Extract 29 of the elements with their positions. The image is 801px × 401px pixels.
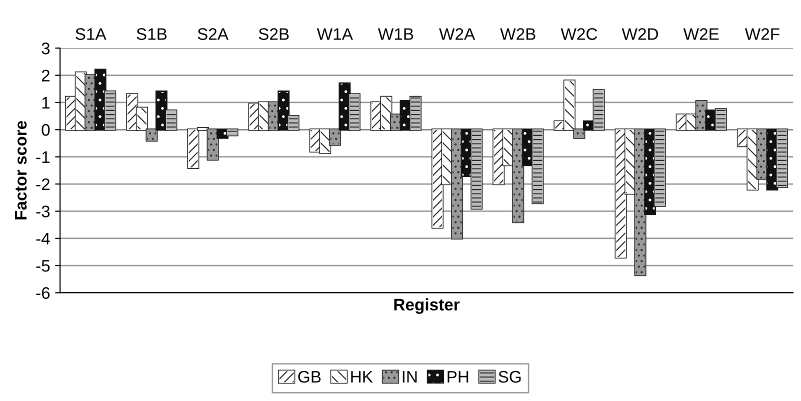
y-tick-label: -3 bbox=[36, 206, 50, 218]
x-tick-label: W2C bbox=[560, 28, 598, 40]
x-tick-label: W2B bbox=[500, 28, 536, 40]
x-tick-label: W1B bbox=[378, 28, 414, 40]
x-axis-title: Register bbox=[394, 298, 460, 314]
y-axis-title: Factor score bbox=[15, 120, 27, 220]
x-tick-label: W2D bbox=[622, 28, 658, 40]
y-tick-label: -4 bbox=[36, 232, 50, 244]
legend-label: SG bbox=[498, 370, 521, 383]
y-tick-label: -1 bbox=[36, 151, 50, 163]
x-tick-label: W1A bbox=[316, 28, 353, 40]
x-tick-label: S1A bbox=[76, 28, 106, 40]
legend-label: PH bbox=[448, 371, 468, 383]
y-tick-label: -2 bbox=[36, 178, 50, 190]
legend-label: HK bbox=[351, 371, 373, 383]
y-tick-label: 2 bbox=[42, 70, 50, 82]
x-tick-label: W2F bbox=[744, 28, 780, 40]
x-tick-label: S2A bbox=[198, 28, 228, 40]
x-tick-label: S1B bbox=[136, 28, 167, 40]
y-tick-label: -5 bbox=[36, 260, 50, 272]
y-tick-label: -6 bbox=[36, 287, 50, 299]
legend-label: GB bbox=[298, 370, 321, 383]
x-tick-label: S2B bbox=[258, 28, 289, 40]
legend-label: IN bbox=[402, 371, 417, 383]
x-tick-label: W2E bbox=[683, 28, 719, 40]
y-tick-label: 0 bbox=[42, 124, 50, 136]
x-tick-label: W2A bbox=[439, 28, 476, 40]
y-tick-label: 1 bbox=[42, 97, 50, 109]
y-tick-label: 3 bbox=[42, 42, 50, 54]
